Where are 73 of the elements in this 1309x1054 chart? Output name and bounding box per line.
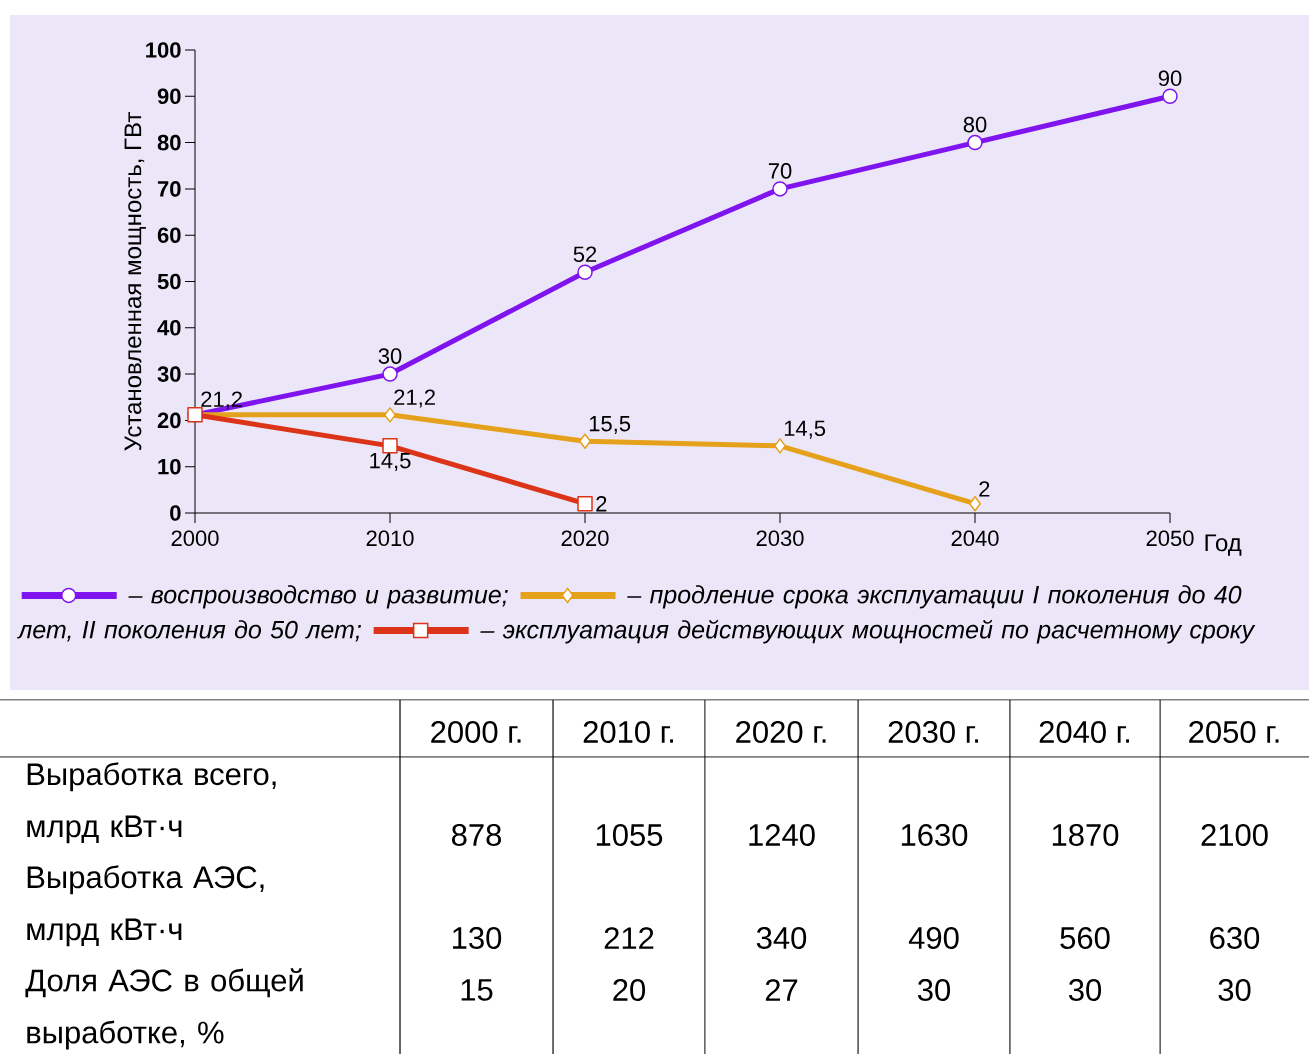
legend-label: – воспроизводство и развитие; xyxy=(128,585,508,609)
y-tick-label: 100 xyxy=(146,42,181,58)
point xyxy=(382,438,398,454)
point xyxy=(967,134,983,151)
data-label: 2 xyxy=(979,481,990,497)
x-tick-label: 2000 г. xyxy=(431,721,521,743)
y-axis-title: Установленная мощность, ГВт xyxy=(124,112,146,451)
data-label: 15 xyxy=(461,979,493,1001)
x-tick-label: 2010 г. xyxy=(583,721,674,743)
data-label: 70 xyxy=(768,163,792,179)
data-label: 90 xyxy=(1158,70,1182,87)
data-label: 30 xyxy=(378,348,402,364)
x-tick-label: 2020 г. xyxy=(736,721,826,743)
data-label: 130 xyxy=(453,927,502,949)
data-label: 2100 xyxy=(1201,824,1268,846)
point xyxy=(772,181,788,197)
point xyxy=(579,433,592,449)
y-tick-label: 70 xyxy=(157,181,181,197)
x-tick-label: 2000 xyxy=(171,530,219,547)
x-tick-label: 2050 xyxy=(1146,530,1194,547)
x-tick-label: 2040 г. xyxy=(1039,721,1130,743)
y-tick-label: 90 xyxy=(157,88,181,105)
data-label: 1630 xyxy=(901,824,968,846)
x-tick-label: 2010 xyxy=(366,530,414,547)
data-label: 30 xyxy=(1068,979,1102,1001)
y-tick-label: 20 xyxy=(157,412,181,429)
data-label: 30 xyxy=(1218,979,1251,1001)
point xyxy=(774,438,787,454)
data-label: 14,5 xyxy=(784,420,826,439)
data-label: 15,5 xyxy=(589,416,631,435)
point xyxy=(577,495,593,512)
y-tick-label: 0 xyxy=(170,505,181,521)
data-label: 14,5 xyxy=(370,453,411,471)
x-tick-label: 2030 г. xyxy=(888,721,979,743)
y-tick-label: Доля АЭС в общей выработке, % xyxy=(25,968,303,1050)
y-tick-label: 40 xyxy=(157,319,181,336)
data-label: 1870 xyxy=(1052,824,1119,846)
data-label: 1240 xyxy=(749,824,815,846)
data-label: 2 xyxy=(596,496,607,512)
point xyxy=(384,407,397,423)
point xyxy=(1162,88,1178,105)
data-label: 560 xyxy=(1060,927,1110,949)
y-tick-label: 80 xyxy=(157,134,181,151)
y-tick-label: 50 xyxy=(157,273,181,290)
data-label: 52 xyxy=(573,246,597,263)
x-tick-label: 2030 xyxy=(756,530,804,547)
data-label: 1055 xyxy=(596,824,663,846)
y-tick-label: 30 xyxy=(157,366,181,382)
data-label: 630 xyxy=(1210,927,1260,949)
point xyxy=(577,264,593,280)
data-label: 21,2 xyxy=(201,391,242,410)
data-label: 20 xyxy=(613,979,646,1001)
data-label: 21,2 xyxy=(394,389,435,408)
text: – продление срока эксплуатации I поколения до 40 xyxy=(627,585,1242,609)
point xyxy=(382,366,398,382)
legend-label: – эксплуатация действующих мощностей по расчетному сроку xyxy=(480,619,1256,644)
x-tick-label: 2020 xyxy=(561,530,609,547)
x-tick-label: 2050 г. xyxy=(1189,721,1279,743)
data-label: 212 xyxy=(604,927,654,949)
data-label: 878 xyxy=(452,824,502,846)
x-axis-title: Год xyxy=(1205,534,1242,556)
point xyxy=(969,495,982,512)
data-label: 30 xyxy=(917,979,951,1001)
y-tick-label: 10 xyxy=(158,458,181,475)
text: лет, II поколения до 50 лет; xyxy=(17,620,361,642)
data-label: 80 xyxy=(963,116,987,133)
data-label: 340 xyxy=(756,927,807,949)
x-tick-label: 2040 xyxy=(951,530,999,547)
y-tick-label: 60 xyxy=(157,227,181,243)
data-label: 27 xyxy=(765,979,798,1001)
data-label: 490 xyxy=(908,927,959,949)
y-tick-label: Выработка всего, млрд кВт·ч xyxy=(27,762,276,844)
y-tick-label: Выработка АЭС, млрд кВт·ч xyxy=(27,865,264,947)
